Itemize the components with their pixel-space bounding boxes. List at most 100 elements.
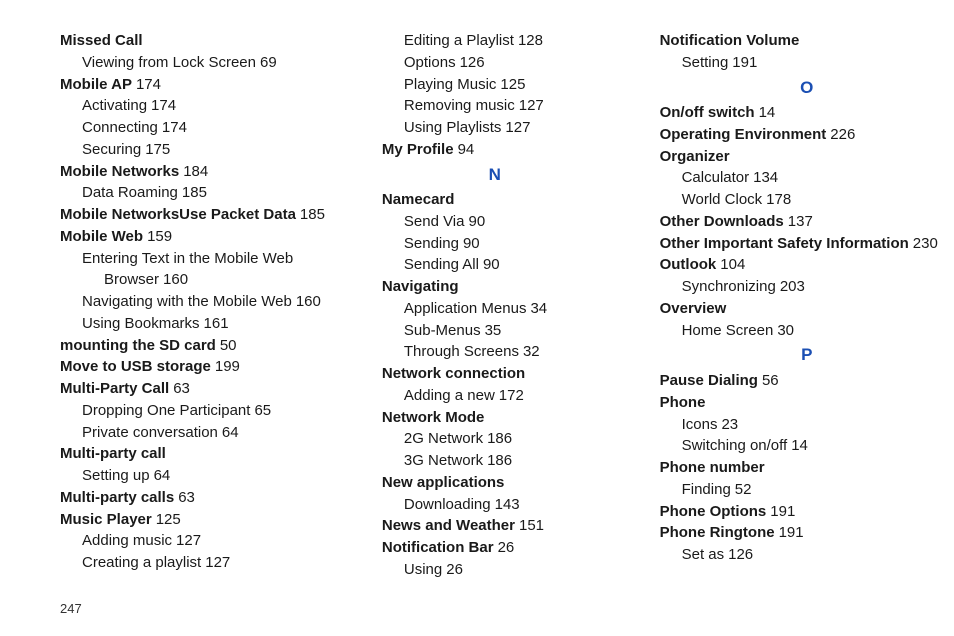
page-ref: 134 — [753, 169, 778, 186]
page-ref: 90 — [463, 235, 480, 252]
index-entry: 3G Network186 — [382, 450, 608, 472]
index-entry: Editing a Playlist128 — [382, 30, 608, 52]
index-label: Phone Options — [660, 503, 767, 520]
index-heading: Pause Dialing56 — [660, 370, 954, 392]
index-heading: Multi-Party Call63 — [60, 378, 330, 400]
index-entry-continuation: Browser160 — [60, 269, 330, 291]
index-entry: Adding music127 — [60, 530, 330, 552]
index-label: 3G Network — [404, 452, 483, 469]
page-ref: 127 — [505, 119, 530, 136]
index-entry: Application Menus34 — [382, 298, 608, 320]
index-entry: Send Via90 — [382, 211, 608, 233]
page-ref: 151 — [519, 517, 544, 534]
index-heading: Phone number — [660, 457, 954, 479]
index-label: Removing music — [404, 97, 515, 114]
index-heading: Overview — [660, 298, 954, 320]
index-entry: Set as126 — [660, 544, 954, 566]
index-label: Switching on/off — [682, 437, 788, 454]
page-ref: 26 — [498, 539, 515, 556]
index-heading: Mobile Networks184 — [60, 161, 330, 183]
index-heading: Move to USB storage199 — [60, 356, 330, 378]
page-ref: 126 — [728, 546, 753, 563]
page-ref: 32 — [523, 343, 540, 360]
index-label: Calculator — [682, 169, 750, 186]
index-entry: Sub-Menus35 — [382, 320, 608, 342]
index-label: Data Roaming — [82, 184, 178, 201]
index-entry: Using Bookmarks161 — [60, 313, 330, 335]
index-heading: Music Player125 — [60, 509, 330, 531]
index-entry: Removing music127 — [382, 95, 608, 117]
page-ref: 137 — [788, 213, 813, 230]
index-label: Finding — [682, 481, 731, 498]
index-label: Adding music — [82, 532, 172, 549]
index-label: Creating a playlist — [82, 554, 201, 571]
index-label: Synchronizing — [682, 278, 776, 295]
index-label: Activating — [82, 97, 147, 114]
index-heading: On/off switch14 — [660, 102, 954, 124]
page-ref: 52 — [735, 481, 752, 498]
index-entry: Entering Text in the Mobile Web — [60, 248, 330, 270]
index-label: Sub-Menus — [404, 322, 481, 339]
index-label: Set as — [682, 546, 725, 563]
page-ref: 30 — [777, 322, 794, 339]
index-entry: Options126 — [382, 52, 608, 74]
index-label: Mobile NetworksUse Packet Data — [60, 206, 296, 223]
page-ref: 14 — [759, 104, 776, 121]
page-ref: 127 — [519, 97, 544, 114]
index-heading: Network Mode — [382, 407, 608, 429]
index-label: Playing Music — [404, 76, 497, 93]
index-entry: Creating a playlist127 — [60, 552, 330, 574]
index-heading: Multi-party call — [60, 443, 330, 465]
index-label: Using Bookmarks — [82, 315, 200, 332]
index-label: Icons — [682, 416, 718, 433]
index-label: Private conversation — [82, 424, 218, 441]
index-label: Multi-party calls — [60, 489, 174, 506]
index-heading: Phone Ringtone191 — [660, 522, 954, 544]
index-label: Navigating — [382, 278, 459, 295]
index-label: Connecting — [82, 119, 158, 136]
page-ref: 184 — [183, 163, 208, 180]
page-ref: 125 — [156, 511, 181, 528]
page-ref: 90 — [483, 256, 500, 273]
index-label: Mobile Web — [60, 228, 143, 245]
index-label: Pause Dialing — [660, 372, 758, 389]
index-entry: Playing Music125 — [382, 74, 608, 96]
index-label: News and Weather — [382, 517, 515, 534]
index-heading: Mobile Web159 — [60, 226, 330, 248]
page-ref: 69 — [260, 54, 277, 71]
index-heading: News and Weather151 — [382, 515, 608, 537]
index-label: Multi-Party Call — [60, 380, 169, 397]
index-entry: Switching on/off14 — [660, 435, 954, 457]
index-label: Phone Ringtone — [660, 524, 775, 541]
index-label: Other Important Safety Information — [660, 235, 909, 252]
page-ref: 160 — [296, 293, 321, 310]
section-letter: O — [660, 76, 954, 101]
index-entry: Securing175 — [60, 139, 330, 161]
index-heading: My Profile94 — [382, 139, 608, 161]
index-entry: Setting191 — [660, 52, 954, 74]
index-entry: Icons23 — [660, 414, 954, 436]
index-entry: Adding a new172 — [382, 385, 608, 407]
index-label: On/off switch — [660, 104, 755, 121]
page-ref: 63 — [173, 380, 190, 397]
index-label: Mobile Networks — [60, 163, 179, 180]
index-label: Phone — [660, 394, 706, 411]
index-label: Adding a new — [404, 387, 495, 404]
index-label: Missed Call — [60, 32, 143, 49]
index-heading: Namecard — [382, 189, 608, 211]
index-label: Application Menus — [404, 300, 527, 317]
index-heading: Organizer — [660, 146, 954, 168]
index-column-2: Editing a Playlist128Options126Playing M… — [382, 30, 608, 581]
page-ref: 90 — [468, 213, 485, 230]
index-entry: Calculator134 — [660, 167, 954, 189]
index-heading: Network connection — [382, 363, 608, 385]
index-entry: 2G Network186 — [382, 428, 608, 450]
index-label: My Profile — [382, 141, 454, 158]
page-ref: 125 — [500, 76, 525, 93]
index-label: Sending All — [404, 256, 479, 273]
page-ref: 34 — [530, 300, 547, 317]
index-entry: Navigating with the Mobile Web160 — [60, 291, 330, 313]
index-label: Downloading — [404, 496, 491, 513]
index-heading: New applications — [382, 472, 608, 494]
index-entry: Sending90 — [382, 233, 608, 255]
